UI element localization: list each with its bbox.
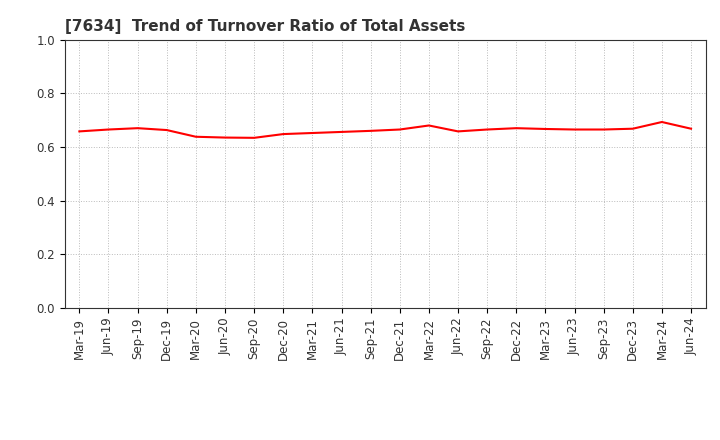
Text: [7634]  Trend of Turnover Ratio of Total Assets: [7634] Trend of Turnover Ratio of Total …: [65, 19, 465, 34]
